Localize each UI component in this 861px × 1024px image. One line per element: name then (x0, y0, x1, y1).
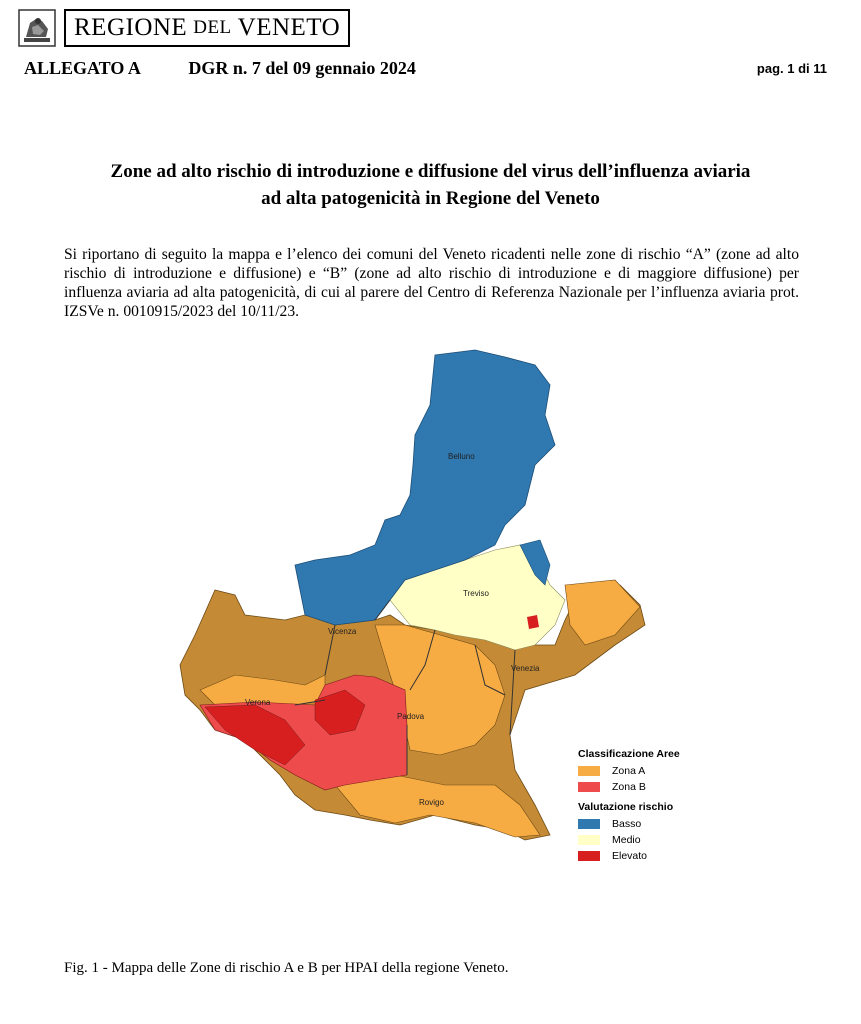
legend-heading-risk: Valutazione rischio (578, 801, 674, 813)
legend-item-medio: Medio (578, 832, 680, 848)
map-label-treviso: Treviso (463, 589, 489, 598)
document-title: Zone ad alto rischio di introduzione e d… (110, 161, 751, 209)
allegato-label: ALLEGATO A (24, 58, 140, 78)
elevato-area-west (204, 704, 306, 766)
intro-paragraph: Si riportano di seguito la mappa e l’ele… (64, 246, 799, 320)
figure-caption: Fig. 1 - Mappa delle Zone di rischio A e… (64, 960, 509, 976)
zona-a-area-south (334, 774, 541, 838)
elevato-area-east (527, 615, 539, 629)
map-label-padova: Padova (397, 712, 425, 721)
elevato-area-central (314, 689, 366, 736)
map-label-venezia: Venezia (511, 664, 540, 673)
legend-item-elevato: Elevato (578, 848, 680, 864)
header-logo: REGIONE DEL VENETO (18, 8, 351, 48)
map-label-belluno: Belluno (448, 452, 475, 461)
legend-heading-areas: Classificazione Aree (578, 748, 680, 760)
map-label-rovigo: Rovigo (419, 798, 444, 807)
legend-item-zona-b: Zona B (578, 779, 680, 795)
zona-a-area-east (564, 579, 641, 646)
legend-item-basso: Basso (578, 816, 680, 832)
basso-area-east (519, 539, 551, 586)
legend-item-zona-a: Zona A (578, 763, 680, 779)
dgr-reference: DGR n. 7 del 09 gennaio 2024 (188, 58, 416, 78)
page-number: pag. 1 di 11 (756, 61, 827, 76)
map-label-vicenza: Vicenza (328, 627, 357, 636)
logo-wordmark: REGIONE DEL VENETO (64, 9, 351, 47)
map-legend: Classificazione Aree Zona A Zona B Valut… (578, 748, 680, 864)
veneto-risk-map: Belluno Treviso Vicenza Venezia Verona P… (179, 349, 646, 841)
regional-seal-icon (18, 9, 56, 47)
document-reference: ALLEGATO A DGR n. 7 del 09 gennaio 2024 (24, 58, 416, 79)
province-boundaries (294, 599, 516, 775)
map-label-verona: Verona (245, 698, 271, 707)
